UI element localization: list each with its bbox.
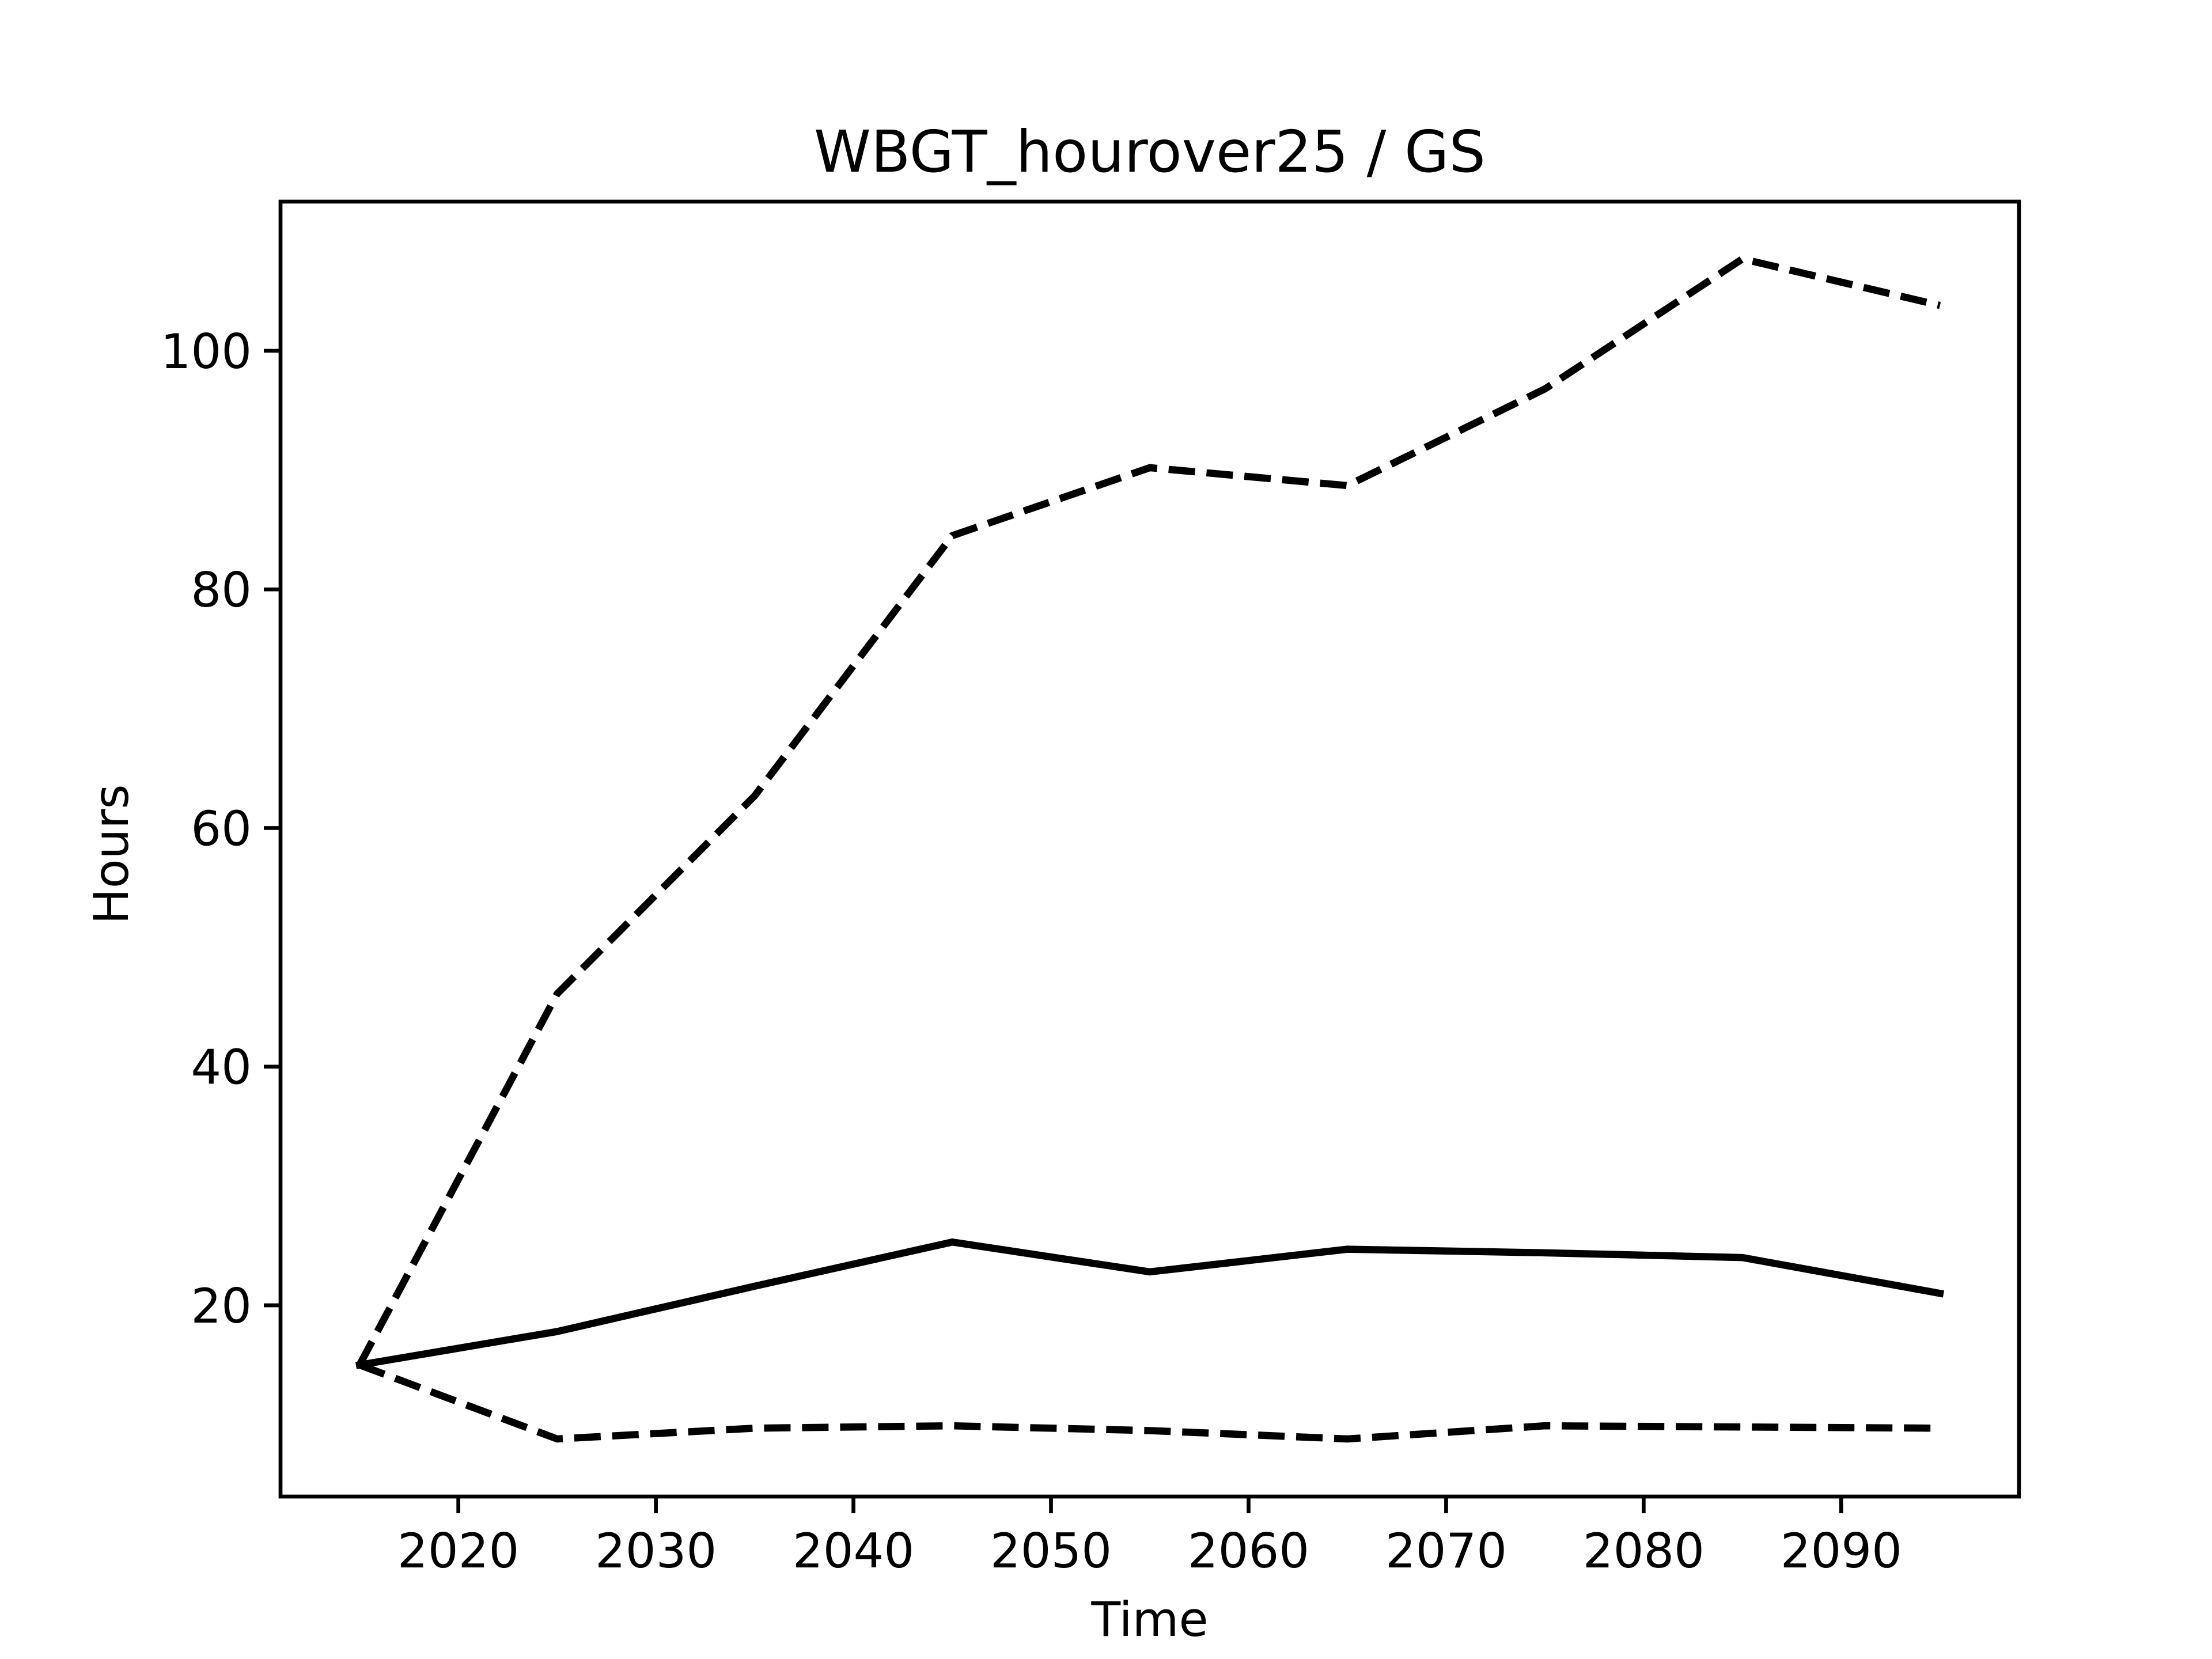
x-axis-label: Time <box>1090 1592 1208 1647</box>
y-tick-label: 40 <box>191 1040 252 1096</box>
y-tick-label: 20 <box>191 1278 252 1334</box>
y-axis-label: Hours <box>84 784 139 924</box>
series-line <box>356 255 1941 1367</box>
y-tick-label: 100 <box>161 324 252 380</box>
x-tick-label: 2030 <box>595 1523 717 1579</box>
x-tick-label: 2020 <box>397 1523 519 1579</box>
series-line <box>358 1361 1940 1443</box>
chart-title: WBGT_hourover25 / GS <box>814 118 1486 185</box>
x-tick-label: 2040 <box>793 1523 914 1579</box>
y-tick-label: 80 <box>191 562 252 618</box>
x-tick-label: 2050 <box>990 1523 1112 1579</box>
x-tick-label: 2060 <box>1188 1523 1309 1579</box>
y-tick-label: 60 <box>191 801 252 857</box>
x-tick-label: 2090 <box>1781 1523 1902 1579</box>
x-tick-label: 2070 <box>1385 1523 1507 1579</box>
series-line <box>355 1238 1945 1369</box>
x-tick-label: 2080 <box>1583 1523 1705 1579</box>
axes-frame <box>278 199 2021 1499</box>
plot-area <box>355 255 1945 1443</box>
